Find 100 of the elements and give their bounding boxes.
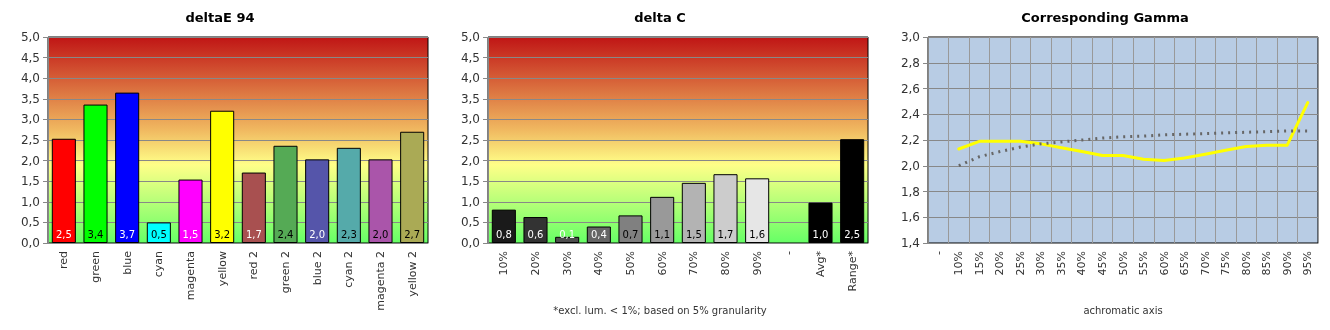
x-tick-label: 50% [1116,251,1130,276]
x-tick-label: 10% [497,251,511,276]
y-tick-label: 3,0 [20,112,40,127]
x-tick-label: - [782,250,796,255]
data-label: 0,4 [590,228,607,240]
data-label: 2,5 [55,228,72,240]
data-label: 1,5 [182,228,199,240]
x-tick-label: blue 2 [310,251,324,286]
data-label: 0,8 [495,228,512,240]
data-label: 1,5 [685,228,702,240]
data-label: 2,4 [277,228,294,240]
data-label: 3,2 [214,228,231,240]
x-tick-label: 75% [1219,251,1233,276]
y-tick-label: 4,0 [20,71,40,86]
data-label: 2,0 [372,228,389,240]
y-tick-label: 1,0 [460,194,480,209]
x-tick-label: 70% [687,251,701,276]
x-tick-label: 55% [1137,251,1151,276]
x-tick-label: - [931,250,945,255]
y-tick-label: 0,0 [20,236,40,250]
y-tick-label: 4,0 [460,71,480,86]
data-label: 1,1 [654,228,671,240]
x-tick-label: 45% [1095,251,1109,276]
y-tick-label: 1,5 [460,174,480,189]
data-label: 1,7 [245,228,262,240]
x-tick-label: 60% [655,251,669,276]
data-label: 2,3 [340,228,357,240]
x-tick-label: red [57,251,71,270]
y-tick-label: 2,5 [20,133,40,147]
x-tick-label: 40% [1075,251,1089,276]
x-tick-label: 25% [1013,251,1027,276]
x-tick-label: cyan 2 [342,251,356,288]
y-tick-label: 0,5 [460,215,480,230]
text: *excl. lum. < 1%; based on 5% granularity [553,304,767,316]
data-label: 0,1 [559,228,576,240]
x-tick-label: 20% [529,251,542,276]
x-tick-label: 30% [1034,251,1048,276]
x-tick-label: 80% [719,251,732,276]
y-tick-label: 2,8 [900,55,920,70]
x-tick-label: 80% [1239,251,1253,276]
x-tick-label: 40% [592,251,606,276]
x-tick-label: 65% [1178,251,1192,276]
data-label: 3,4 [87,228,104,240]
x-tick-label: 85% [1260,251,1274,276]
data-label: 2,0 [309,228,326,240]
y-tick-label: 4,5 [460,50,480,65]
y-tick-label: 1,4 [900,236,920,250]
x-tick-label: 10% [952,251,966,276]
x-tick-label: 30% [560,251,574,276]
x-tick-label: yellow 2 [405,251,419,297]
x-tick-label: red 2 [247,251,261,280]
data-label: 0,6 [527,228,544,240]
x-tick-label: 90% [1280,251,1294,276]
y-tick-label: 3,5 [460,91,480,106]
chart-title: delta C [634,10,686,25]
y-tick-label: 1,6 [900,210,920,225]
y-tick-label: 3,0 [460,112,480,127]
line-series [957,129,1310,168]
x-tick-label: 50% [624,251,637,276]
y-tick-label: 5,0 [20,30,40,44]
chart-title: Corresponding Gamma [1021,10,1189,25]
data-label: 1,6 [749,228,766,240]
data-label: 3,7 [119,228,136,240]
y-tick-label: 1,0 [20,194,40,209]
y-tick-label: 2,4 [900,107,920,122]
line-series [957,101,1310,163]
chart-title: deltaE 94 [185,10,255,25]
data-label: 0,5 [150,228,167,240]
y-tick-label: 2,0 [20,153,40,168]
y-tick-label: 4,5 [20,50,40,65]
x-tick-label: 90% [750,251,764,276]
x-tick-label: 60% [1157,251,1171,276]
x-tick-label: 35% [1054,251,1068,276]
y-tick-label: 0,0 [460,236,480,250]
x-tick-label: yellow [215,251,229,287]
y-tick-label: 2,0 [900,158,920,173]
x-tick-label: magenta [184,251,197,301]
data-label: 2,7 [404,228,421,240]
data-label: 1,0 [812,228,829,240]
x-tick-label: green [89,250,102,283]
y-tick-label: 1,5 [20,174,40,189]
x-tick-label: blue [120,250,134,275]
y-tick-label: 2,5 [460,133,480,147]
data-label: 2,5 [844,228,861,240]
data-label: 1,7 [717,228,734,240]
x-tick-label: magenta 2 [374,251,387,311]
x-tick-label: Range* [845,250,859,292]
y-tick-label: 2,2 [900,133,920,147]
x-tick-label: 15% [972,251,986,276]
x-tick-label: Avg* [814,250,827,277]
y-tick-label: 3,0 [900,30,920,44]
x-tick-label: green 2 [279,251,292,294]
x-tick-label: 95% [1301,251,1315,276]
y-tick-label: 0,5 [20,215,40,230]
y-tick-label: 2,6 [900,81,920,96]
x-tick-label: 70% [1198,251,1212,276]
y-tick-label: 3,5 [20,91,40,106]
y-tick-label: 2,0 [460,153,480,168]
y-tick-label: 1,8 [900,184,920,199]
data-label: 0,7 [622,228,639,240]
